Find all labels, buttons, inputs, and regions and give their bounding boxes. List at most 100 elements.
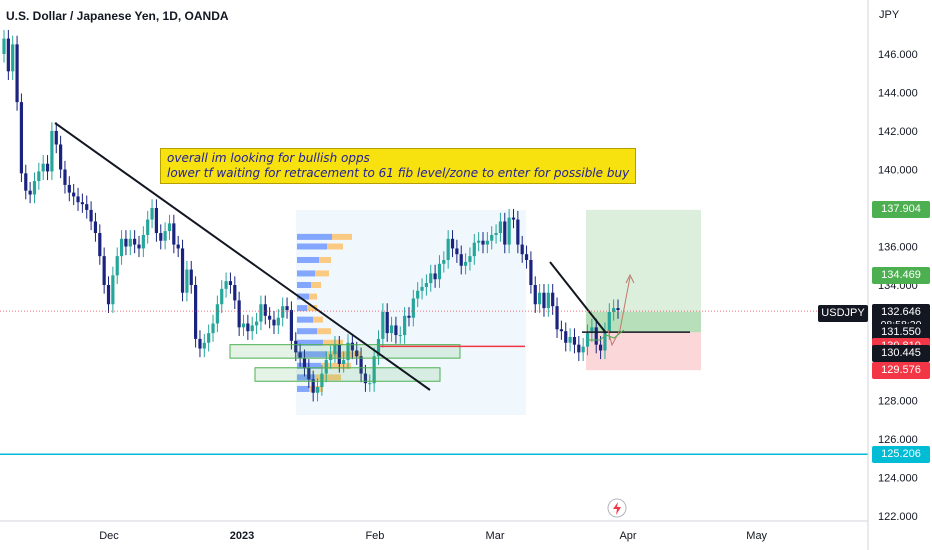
candle-body: [54, 131, 58, 145]
volume-profile-bar: [311, 282, 321, 288]
price-label: 134.469: [872, 267, 930, 285]
candle-body: [503, 221, 507, 245]
candle-body: [585, 333, 590, 347]
candle-body: [324, 360, 328, 374]
candle-body: [128, 238, 132, 247]
volume-profile-bar: [297, 339, 323, 346]
volume-profile-bar: [321, 362, 351, 369]
candle-body: [333, 344, 337, 355]
candle-body: [241, 323, 246, 328]
candle-body: [533, 285, 537, 305]
candle-body: [433, 273, 437, 280]
candle-body: [176, 244, 180, 249]
y-tick-label: 140.000: [878, 165, 918, 177]
candle-body: [337, 344, 341, 364]
candle-body: [385, 311, 389, 334]
candle-body: [311, 379, 315, 393]
candle-body: [189, 269, 193, 285]
candle-body: [289, 310, 294, 341]
candle-body: [272, 319, 276, 326]
volume-profile-bar: [297, 328, 317, 335]
volume-profile-bar: [297, 256, 319, 263]
candle-body: [220, 288, 224, 305]
candle-body: [102, 256, 106, 285]
candle-body: [346, 342, 350, 361]
demand-zone: [229, 344, 461, 359]
volume-profile-bar: [297, 293, 309, 300]
candle-body: [463, 261, 468, 266]
candle-body: [285, 306, 289, 311]
y-tick-label: 136.000: [878, 242, 918, 254]
candle-body: [389, 325, 394, 334]
candle-body: [194, 285, 198, 339]
candles: [2, 29, 620, 402]
candle-body: [442, 259, 446, 264]
symbol-tag: USDJPY: [818, 305, 868, 322]
volume-profile-bar: [297, 270, 315, 277]
candle-body: [124, 238, 128, 247]
candle-body: [381, 311, 385, 339]
analysis-note[interactable]: overall im looking for bullish opps lowe…: [160, 148, 636, 184]
time-axis: Dec 2023 Feb Mar Apr May: [99, 530, 767, 542]
volume-profile-bar: [313, 316, 323, 323]
long-target-zone: [586, 209, 701, 333]
candle-body: [559, 329, 563, 332]
candle-body: [250, 325, 254, 332]
candle-body: [50, 131, 54, 172]
candle-body: [498, 221, 503, 234]
candle-body: [281, 306, 285, 318]
volume-profile-bar: [315, 374, 341, 381]
candle-body: [211, 323, 215, 334]
candle-body: [446, 238, 450, 260]
candle-body: [237, 300, 241, 328]
volume-profile-bar: [307, 305, 317, 312]
candle-body: [328, 354, 333, 361]
candle-body: [424, 283, 428, 287]
chart-title: U.S. Dollar / Japanese Yen, 1D, OANDA: [6, 9, 229, 23]
candle-body: [180, 248, 185, 293]
candle-body: [115, 256, 119, 276]
candle-body: [359, 356, 363, 374]
candle-body: [45, 163, 50, 172]
price-label: 129.576: [872, 361, 930, 379]
candle-body: [307, 367, 311, 380]
candle-body: [268, 315, 272, 320]
candle-body: [202, 342, 206, 349]
candle-body: [276, 317, 280, 326]
candle-body: [228, 281, 233, 285]
candle-body: [555, 306, 559, 330]
candle-body: [572, 336, 577, 345]
candle-body: [6, 38, 10, 72]
currency-label: JPY: [879, 9, 900, 21]
candle-body: [207, 333, 211, 343]
candle-body: [459, 254, 463, 266]
y-tick-label: 142.000: [878, 126, 918, 138]
candle-body: [455, 248, 459, 255]
candle-body: [89, 209, 93, 222]
candle-body: [429, 273, 433, 284]
volume-profile-bar: [297, 316, 313, 323]
candle-body: [363, 373, 368, 384]
candle-body: [577, 344, 581, 353]
x-tick-label: Dec: [99, 530, 119, 542]
candle-body: [76, 196, 80, 203]
candle-body: [137, 244, 141, 249]
candle-body: [411, 298, 415, 318]
y-tick-label: 146.000: [878, 49, 918, 61]
trendline-down-short: [549, 261, 607, 334]
volume-profile-bar: [297, 305, 307, 312]
candle-body: [394, 325, 398, 336]
volume-profile-bar: [317, 328, 331, 335]
current-price: 132.646: [881, 306, 921, 318]
candle-body: [19, 102, 24, 174]
candle-body: [320, 373, 324, 388]
candle-body: [542, 292, 546, 309]
candle-body: [63, 169, 67, 185]
candle-body: [468, 256, 472, 262]
volume-profile-bar: [297, 282, 311, 288]
volume-profile-bar: [309, 293, 317, 300]
candle-body: [398, 335, 402, 337]
candle-body: [612, 308, 616, 312]
candle-body: [111, 275, 115, 305]
